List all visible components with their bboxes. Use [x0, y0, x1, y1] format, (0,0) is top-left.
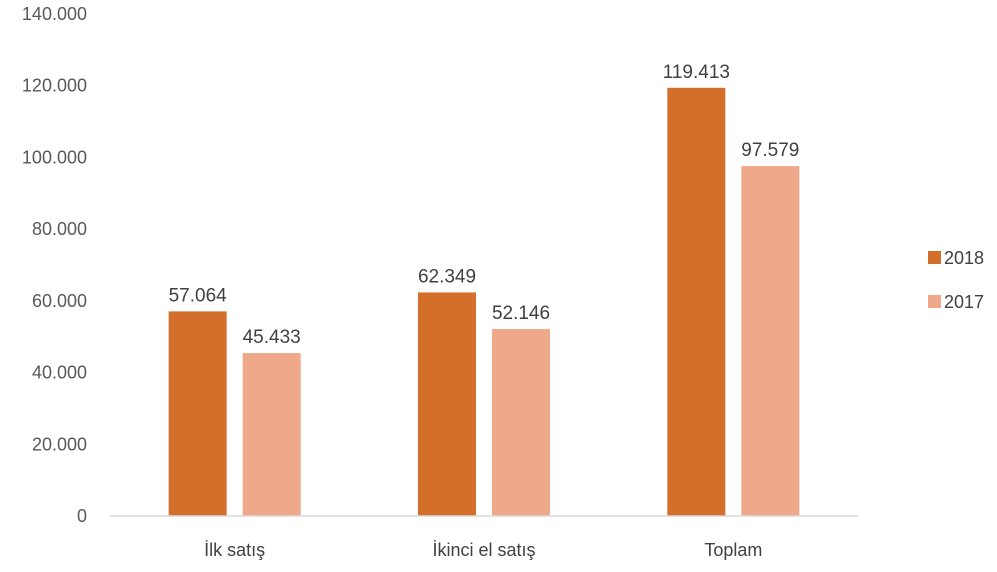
bar-2017-2: [741, 166, 800, 516]
bar-2018-2: [667, 87, 726, 517]
y-tick-label: 60.000: [32, 291, 87, 311]
legend-swatch-2017: [928, 295, 941, 308]
y-tick-label: 40.000: [32, 363, 87, 383]
bar-2017-0: [242, 353, 301, 516]
legend-label-2018: 2018: [944, 248, 984, 268]
data-label-2017-0: 45.433: [243, 327, 301, 348]
y-tick-label: 80.000: [32, 219, 87, 239]
data-label-2018-0: 57.064: [169, 285, 228, 306]
data-labels: 57.064 45.433 62.349 52.146 119.413 97.579: [169, 62, 800, 348]
bar-2018-0: [168, 311, 227, 516]
y-tick-label: 100.000: [22, 147, 87, 167]
y-tick-label: 140.000: [22, 4, 87, 24]
bar-2017-1: [492, 329, 550, 516]
x-axis-category-labels: İlk satış İkinci el satış Toplam: [204, 540, 762, 560]
data-label-2017-2: 97.579: [741, 140, 799, 161]
legend-swatch-2018: [928, 251, 941, 264]
category-label: İkinci el satış: [432, 540, 535, 560]
category-label: Toplam: [704, 540, 762, 560]
legend-label-2017: 2017: [944, 292, 984, 312]
y-tick-label: 20.000: [32, 434, 87, 454]
data-label-2017-1: 52.146: [492, 303, 550, 324]
y-axis-tick-labels: 0 20.000 40.000 60.000 80.000 100.000 120.000 1…: [22, 4, 87, 526]
legend: 2018 2017: [928, 248, 984, 312]
category-label: İlk satış: [204, 540, 265, 560]
y-tick-label: 120.000: [22, 76, 87, 96]
data-label-2018-1: 62.349: [418, 266, 476, 287]
bar-2018-1: [418, 292, 476, 516]
data-label-2018-2: 119.413: [663, 62, 730, 83]
y-tick-label: 0: [77, 506, 87, 526]
bar-series: [168, 87, 800, 517]
